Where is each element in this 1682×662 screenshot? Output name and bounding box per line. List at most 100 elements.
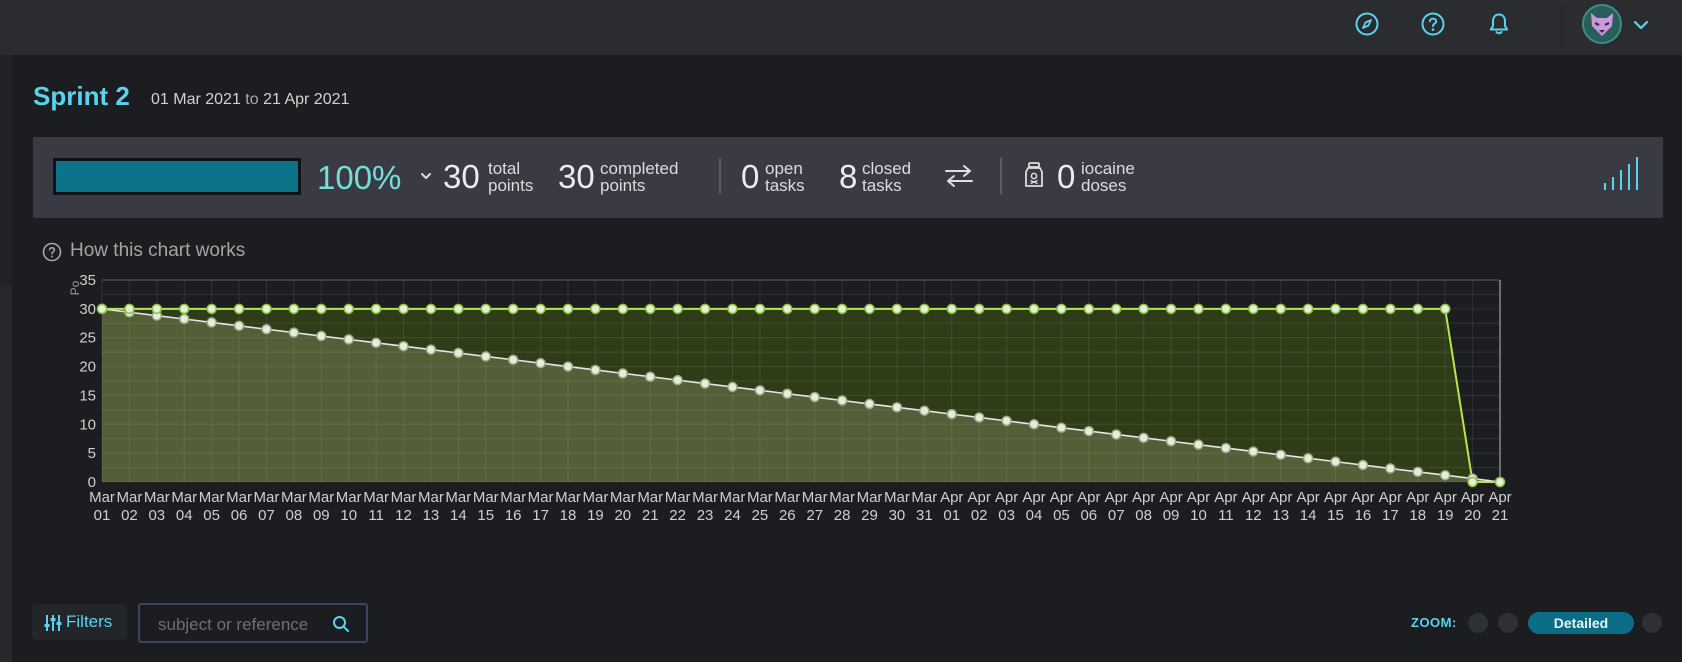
data-point xyxy=(754,385,766,396)
x-tick-month: Apr xyxy=(1022,489,1045,506)
zoom-option-dot[interactable] xyxy=(1498,613,1518,633)
swap-arrows-icon[interactable] xyxy=(943,163,975,189)
x-tick-month: Mar xyxy=(418,489,444,506)
closed-tasks-label-1: closed xyxy=(862,159,912,178)
x-tick-day: 17 xyxy=(1382,507,1399,524)
x-tick-day: 23 xyxy=(697,507,714,524)
y-tick-label: 5 xyxy=(88,445,96,462)
data-point xyxy=(617,368,629,379)
zoom-option-dot[interactable] xyxy=(1468,613,1488,633)
search-icon[interactable] xyxy=(332,615,350,633)
avatar[interactable] xyxy=(1582,4,1622,44)
bell-icon[interactable] xyxy=(1486,11,1512,37)
help-icon[interactable] xyxy=(1420,11,1446,37)
topbar-divider xyxy=(1561,4,1562,48)
data-point xyxy=(590,364,601,376)
data-point xyxy=(617,303,629,315)
data-point xyxy=(261,323,272,335)
x-tick-month: Mar xyxy=(911,489,937,506)
x-tick-day: 06 xyxy=(231,507,248,524)
data-point xyxy=(946,303,958,315)
compass-icon[interactable] xyxy=(1354,11,1380,37)
data-point xyxy=(891,303,903,315)
x-tick-month: Mar xyxy=(473,489,499,506)
x-tick-month: Apr xyxy=(995,489,1018,506)
data-point xyxy=(864,398,875,410)
data-point xyxy=(1357,459,1369,471)
data-point xyxy=(1467,476,1478,488)
data-point xyxy=(973,303,985,315)
zoom-option-detailed[interactable]: Detailed xyxy=(1528,612,1634,634)
x-tick-month: Mar xyxy=(884,489,910,506)
data-point xyxy=(1083,425,1095,437)
data-point xyxy=(178,313,190,325)
data-point xyxy=(480,351,492,362)
x-tick-month: Apr xyxy=(940,489,963,506)
x-tick-month: Mar xyxy=(528,489,554,506)
sliders-icon xyxy=(44,615,62,631)
x-tick-day: 09 xyxy=(313,507,330,524)
sprint-end-date: 21 Apr 2021 xyxy=(263,91,350,108)
chart-points xyxy=(96,303,1506,488)
x-tick-month: Mar xyxy=(582,489,608,506)
data-point xyxy=(836,395,848,406)
data-point xyxy=(151,303,163,315)
data-point xyxy=(699,303,711,315)
data-point xyxy=(727,381,738,393)
x-tick-month: Apr xyxy=(1077,489,1100,506)
data-point xyxy=(1275,449,1286,461)
x-tick-month: Mar xyxy=(116,489,142,506)
chart-lines xyxy=(101,307,1501,483)
data-point xyxy=(919,405,930,416)
chevron-down-icon[interactable] xyxy=(419,169,433,183)
data-point xyxy=(124,303,135,315)
data-point xyxy=(1001,415,1012,427)
summary-divider xyxy=(719,158,721,194)
data-point xyxy=(1302,452,1314,464)
signal-bars-icon[interactable] xyxy=(1601,157,1639,191)
data-point xyxy=(1165,436,1177,447)
x-tick-day: 04 xyxy=(1026,507,1043,524)
iocaine-doses-label-1: iocaine xyxy=(1081,159,1135,178)
x-tick-month: Mar xyxy=(391,489,417,506)
x-tick-month: Apr xyxy=(1187,489,1210,506)
x-tick-month: Mar xyxy=(445,489,471,506)
filters-button[interactable]: Filters xyxy=(32,604,127,640)
x-tick-month: Apr xyxy=(1324,489,1347,506)
x-tick-day: 12 xyxy=(395,507,412,524)
data-point xyxy=(206,303,217,315)
series-line-1 xyxy=(101,308,1501,483)
data-point xyxy=(453,347,464,359)
zoom-option-dot[interactable] xyxy=(1642,613,1662,633)
x-tick-month: Mar xyxy=(555,489,581,506)
data-point xyxy=(1302,303,1314,315)
total-points-label-2: points xyxy=(488,176,534,195)
x-tick-month: Apr xyxy=(1296,489,1319,506)
x-tick-day: 27 xyxy=(806,507,823,524)
x-tick-day: 13 xyxy=(423,507,440,524)
data-point xyxy=(1330,303,1341,315)
data-point xyxy=(425,344,437,355)
x-tick-month: Mar xyxy=(802,489,828,506)
y-tick-label: 10 xyxy=(79,416,96,433)
data-point xyxy=(946,408,958,420)
completed-points-label-1: completed xyxy=(600,159,679,178)
data-point xyxy=(507,354,519,366)
x-tick-month: Apr xyxy=(1105,489,1128,506)
data-point xyxy=(507,303,519,315)
x-tick-month: Apr xyxy=(1214,489,1237,506)
data-point xyxy=(316,303,327,315)
data-point xyxy=(644,371,656,382)
chevron-down-icon[interactable] xyxy=(1632,16,1650,34)
search-input[interactable]: subject or reference xyxy=(138,603,368,643)
x-tick-month: Mar xyxy=(637,489,663,506)
x-tick-day: 15 xyxy=(477,507,494,524)
x-tick-month: Apr xyxy=(968,489,991,506)
x-tick-month: Mar xyxy=(500,489,526,506)
x-tick-month: Mar xyxy=(336,489,362,506)
x-tick-day: 20 xyxy=(614,507,631,524)
x-tick-day: 09 xyxy=(1163,507,1180,524)
x-tick-month: Mar xyxy=(89,489,115,506)
x-tick-month: Apr xyxy=(1406,489,1429,506)
data-point xyxy=(1357,303,1369,315)
